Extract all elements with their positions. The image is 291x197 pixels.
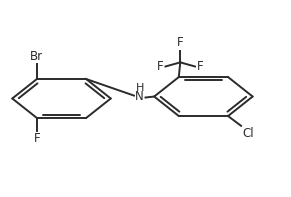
Text: F: F	[33, 132, 40, 145]
Text: Br: Br	[30, 50, 43, 63]
Text: H: H	[136, 83, 144, 93]
Text: F: F	[177, 36, 184, 49]
Text: N: N	[135, 90, 144, 103]
Text: F: F	[197, 60, 204, 73]
Text: Cl: Cl	[242, 127, 254, 140]
Text: F: F	[157, 60, 164, 73]
